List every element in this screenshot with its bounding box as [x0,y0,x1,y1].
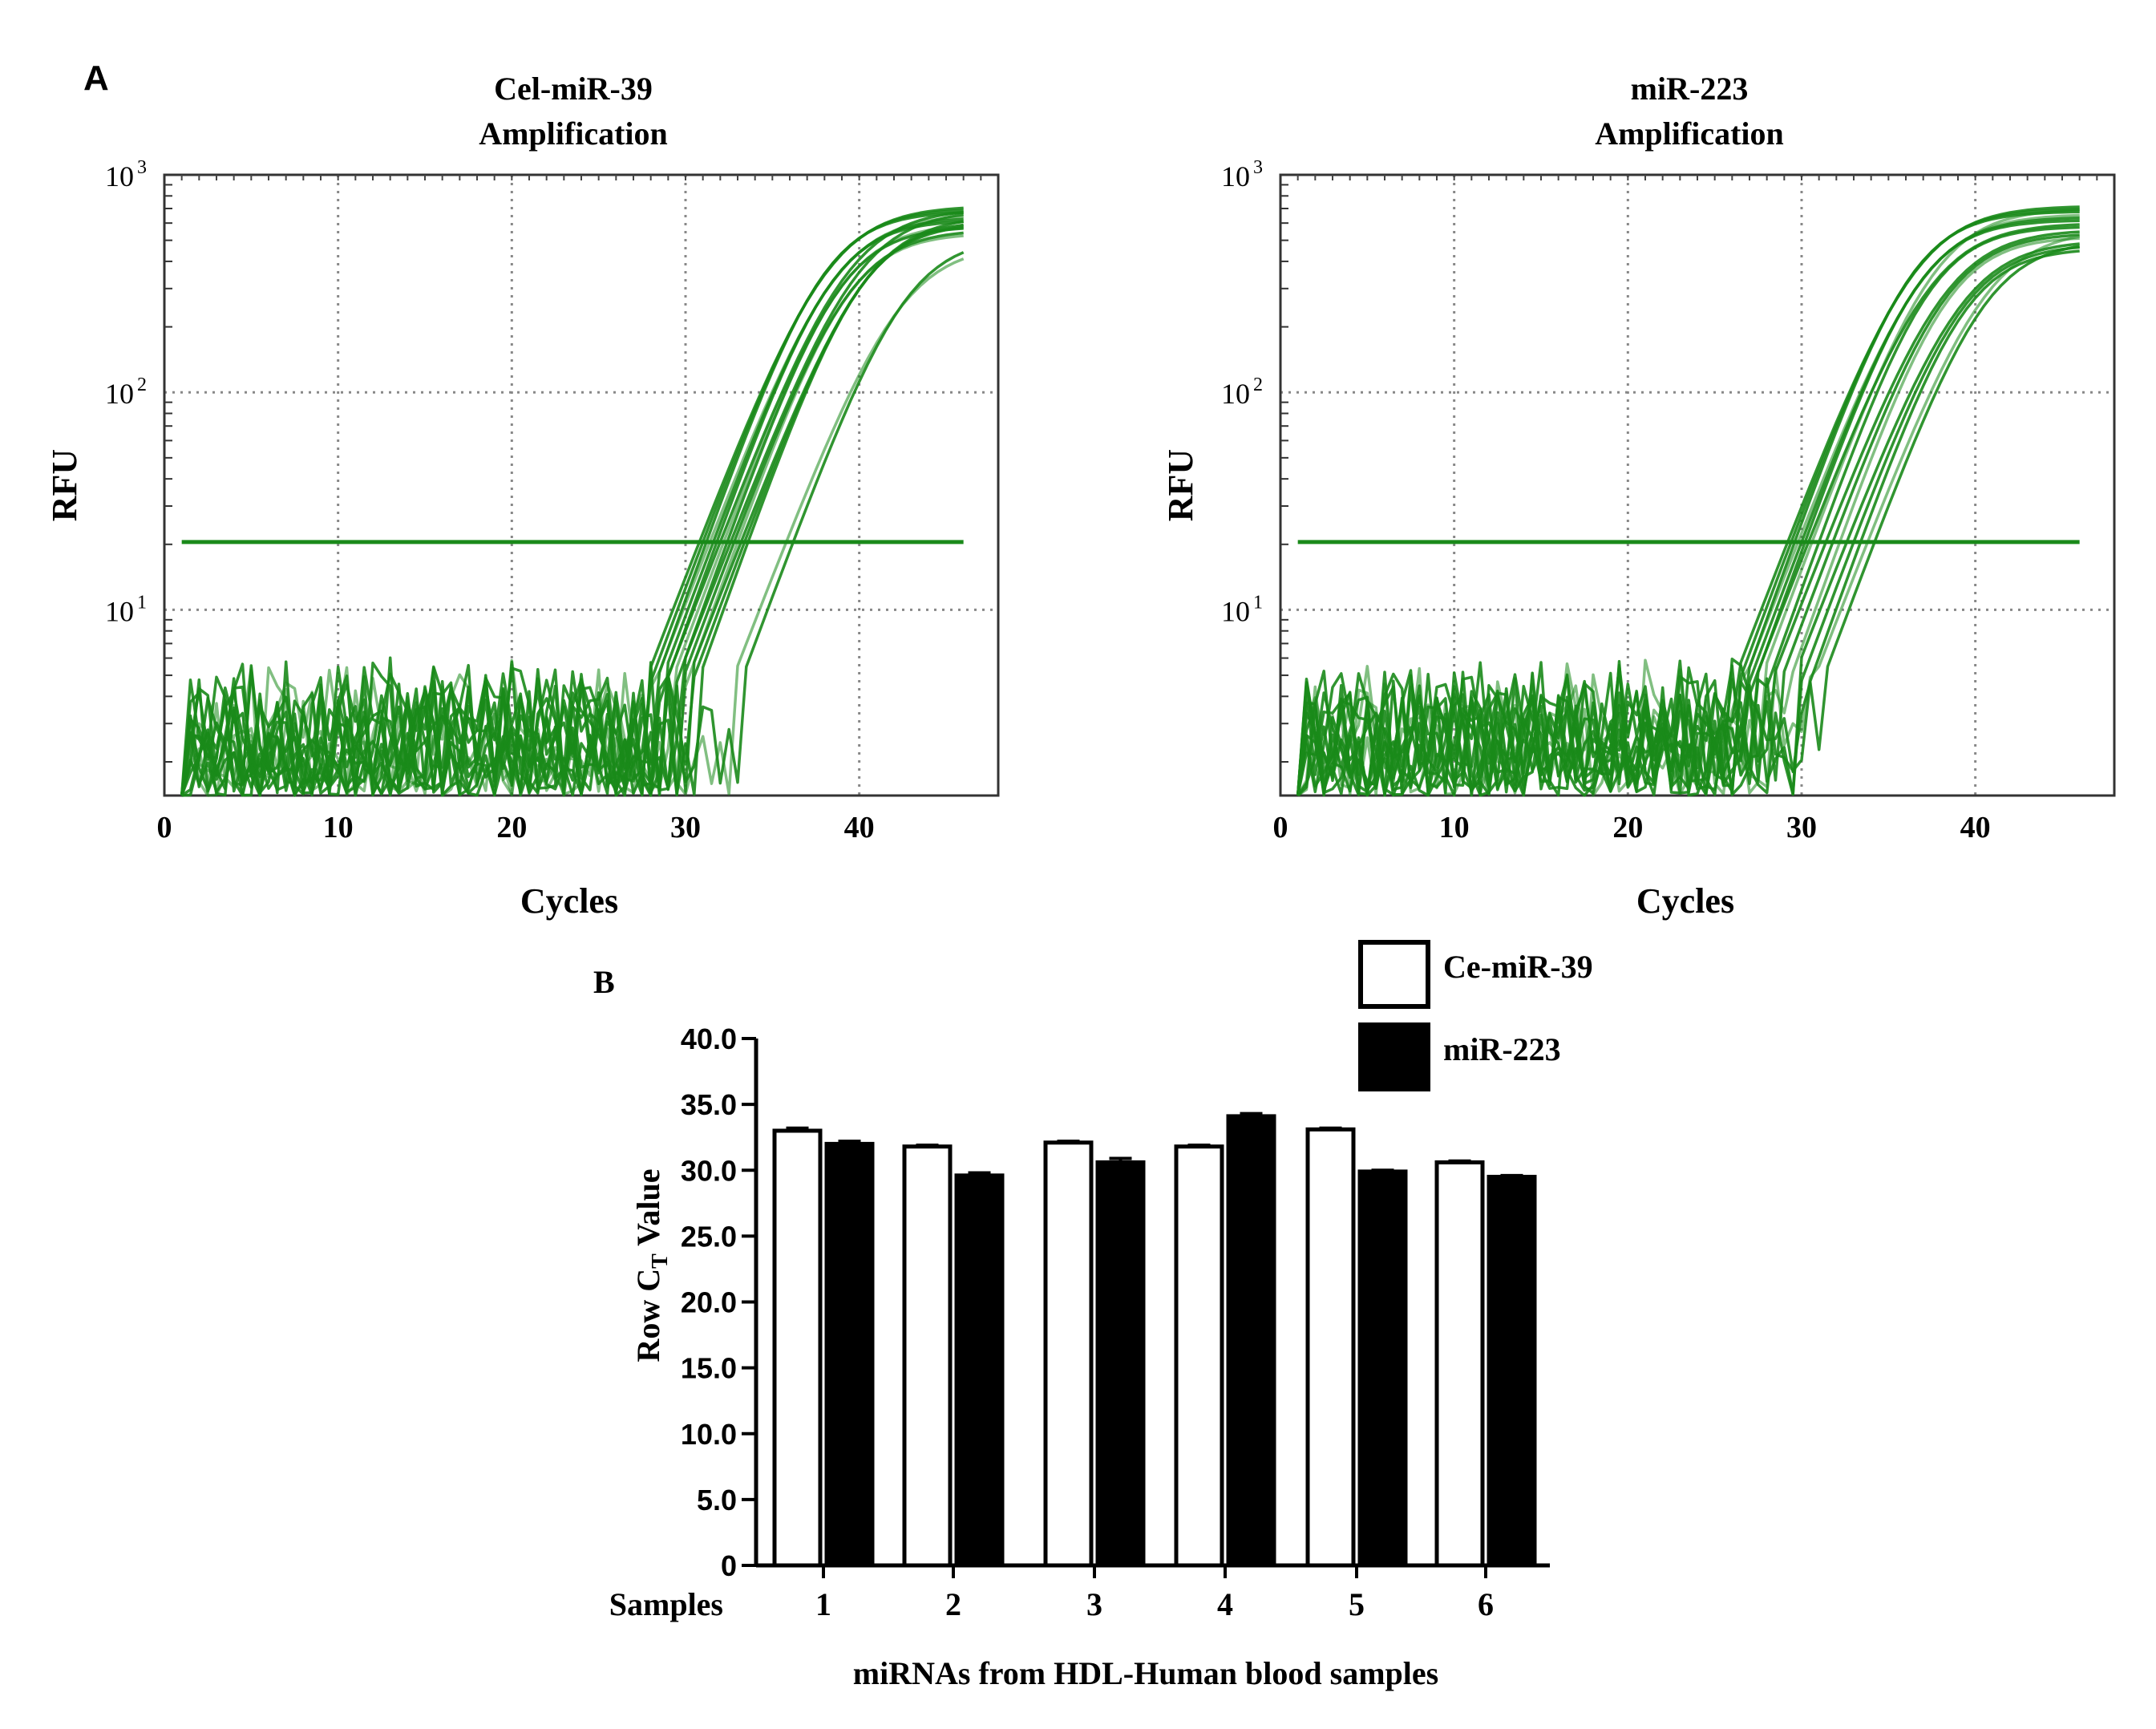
chart-subtitle: Amplification [1595,115,1784,152]
bar-ce-mir-39 [1434,1160,1485,1568]
y-tick-exponent: 2 [1253,375,1263,395]
chart-subtitle: Amplification [479,115,668,152]
panel-a-label: A [83,59,109,98]
x-tick-label: 30 [670,811,701,844]
ct-bar-chart: 0 5.0 10.0 15.0 20.0 25.0 30.0 35.0 40.0 1 2 3 4 5 6 Sa… [609,940,1593,1691]
x-tick-label: 1 [815,1586,831,1622]
panel-b-label: B [593,964,615,1000]
category-axis-label: Samples [609,1586,723,1622]
amplification-curve [1296,219,2080,796]
y-tick-label: 30.0 [681,1154,737,1187]
bar-mir-223 [824,1141,875,1568]
x-tick-label: 0 [157,811,172,844]
x-tick-label: 5 [1349,1586,1365,1622]
legend: Ce-miR-39 miR-223 [1358,940,1593,1091]
x-tick-label: 6 [1478,1586,1494,1622]
x-tick-label: 10 [1439,811,1470,844]
bar-ce-mir-39 [1043,1140,1094,1568]
bar-mir-223 [1095,1160,1146,1568]
y-axis-label: RFU [1161,449,1200,521]
bar-ce-mir-39 [902,1144,953,1568]
y-tick-exponent: 1 [1253,592,1263,613]
y-tick-label: 10 [1221,160,1250,192]
y-tick-label: 10 [1221,595,1250,627]
y-tick-label: 0 [721,1549,737,1582]
bar-mir-223 [1357,1169,1408,1568]
y-tick-label: 10 [105,378,134,410]
y-tick-label: 35.0 [681,1088,737,1121]
y-tick-label: 5.0 [697,1484,737,1516]
x-tick-label: 40 [844,811,875,844]
y-tick-label: 25.0 [681,1220,737,1253]
y-tick-exponent: 3 [137,157,147,178]
y-axis-label: RFU [45,449,84,521]
x-tick-label: 0 [1273,811,1288,844]
amplification-curve [180,211,964,796]
x-tick-label: 4 [1217,1586,1233,1622]
x-axis-label: Cycles [520,881,618,921]
x-tick-label: 10 [323,811,354,844]
amplification-curve [1296,245,2081,797]
bar-mir-223 [1487,1174,1537,1568]
legend-label: Ce-miR-39 [1443,949,1593,985]
y-tick-label: 10 [105,595,134,627]
y-tick-exponent: 3 [1253,157,1263,178]
y-tick-exponent: 2 [137,375,147,395]
amplification-curve [1296,249,2080,797]
bar-mir-223 [954,1173,1005,1568]
y-axis-label: Row CT Value [630,1169,673,1363]
x-tick-label: 30 [1786,811,1817,844]
amplification-curve [180,257,965,797]
bar-ce-mir-39 [1174,1144,1224,1568]
y-tick-label: 10 [105,160,134,192]
legend-label: miR-223 [1443,1031,1561,1067]
legend-swatch [1358,940,1430,1009]
y-tick-label: 15.0 [681,1352,737,1385]
bar-ce-mir-39 [1305,1127,1356,1568]
chart-title: miR-223 [1631,71,1749,107]
x-axis-label: Cycles [1636,881,1734,921]
y-tick-label: 10.0 [681,1418,737,1451]
bar-mir-223 [1226,1114,1276,1568]
bar-ce-mir-39 [772,1128,823,1568]
y-tick-exponent: 1 [137,592,147,613]
x-tick-label: 20 [1612,811,1643,844]
y-tick-label: 10 [1221,378,1250,410]
chart-title: Cel-miR-39 [494,71,653,107]
x-tick-label: 3 [1086,1586,1102,1622]
x-tick-label: 20 [496,811,527,844]
y-tick-label: 40.0 [681,1022,737,1055]
x-axis-label: miRNAs from HDL-Human blood samples [853,1655,1438,1691]
y-tick-label: 20.0 [681,1286,737,1319]
x-tick-label: 40 [1960,811,1991,844]
legend-swatch [1358,1022,1430,1091]
x-tick-label: 2 [945,1586,961,1622]
amplification-curve [180,251,965,797]
